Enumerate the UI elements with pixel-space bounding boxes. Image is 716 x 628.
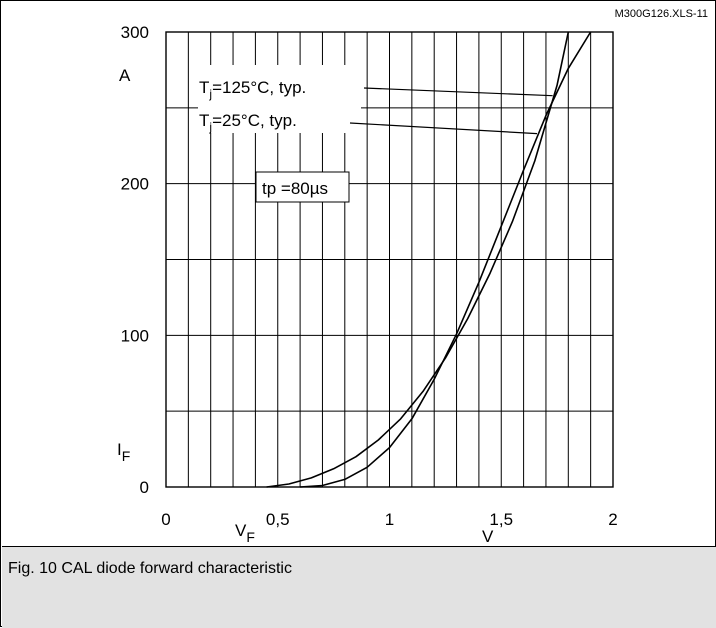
series-label-main: T <box>199 111 209 130</box>
y-axis-label: IF <box>117 440 130 464</box>
y-tick-label: 200 <box>121 175 149 194</box>
x-axis-label-sub: F <box>246 529 255 545</box>
figure-caption: Fig. 10 CAL diode forward characteristic <box>8 560 292 577</box>
x-tick-label: 0 <box>161 510 170 529</box>
series-label-sub: j <box>208 87 212 101</box>
x-axis-label-main: V <box>235 521 247 540</box>
y-tick-label: 100 <box>121 326 149 345</box>
caption-panel: Fig. 10 CAL diode forward characteristic <box>2 546 716 628</box>
curves-layer <box>266 31 592 488</box>
x-tick-label: 2 <box>608 510 617 529</box>
source-tag: M300G126.XLS-11 <box>615 8 708 20</box>
series-label-rest: =25°C, typ. <box>212 111 297 130</box>
y-axis-label-sub: F <box>122 448 131 464</box>
series-label-sub: j <box>208 120 212 134</box>
leader-line-tj-125 <box>363 87 553 97</box>
forward-characteristic-chart: Tj=125°C, typ.Tj=25°C, typ.tp =80µsM300G… <box>117 8 708 546</box>
labels-layer: Tj=125°C, typ.Tj=25°C, typ.tp =80µsM300G… <box>198 8 708 203</box>
y-tick-label: 0 <box>140 478 149 497</box>
series-line-tj-25 <box>300 31 592 488</box>
x-axis-unit: V <box>482 527 494 546</box>
ticks-layer: 0 100 200 300 0 0,5 1 1,5 2 <box>121 23 618 529</box>
series-label-tj-125: Tj=125°C, typ. <box>199 78 306 101</box>
x-tick-label: 0,5 <box>266 510 290 529</box>
annotation-tp: tp =80µs <box>262 179 328 198</box>
series-label-main: T <box>199 78 209 97</box>
y-axis-unit: A <box>119 66 131 85</box>
y-tick-label: 300 <box>121 23 149 42</box>
annotation-box <box>255 171 350 203</box>
plot-border <box>165 31 614 488</box>
series-label-rest: =125°C, typ. <box>212 78 306 97</box>
x-axis-label: VF <box>235 521 255 545</box>
x-tick-label: 1,5 <box>489 510 513 529</box>
leader-line-tj-25 <box>349 122 538 135</box>
series-line-tj-125 <box>266 31 570 488</box>
series-label-tj-25: Tj=25°C, typ. <box>199 111 297 134</box>
x-tick-label: 1 <box>385 510 394 529</box>
legend-box <box>198 65 361 133</box>
y-axis-label-main: I <box>117 440 122 459</box>
